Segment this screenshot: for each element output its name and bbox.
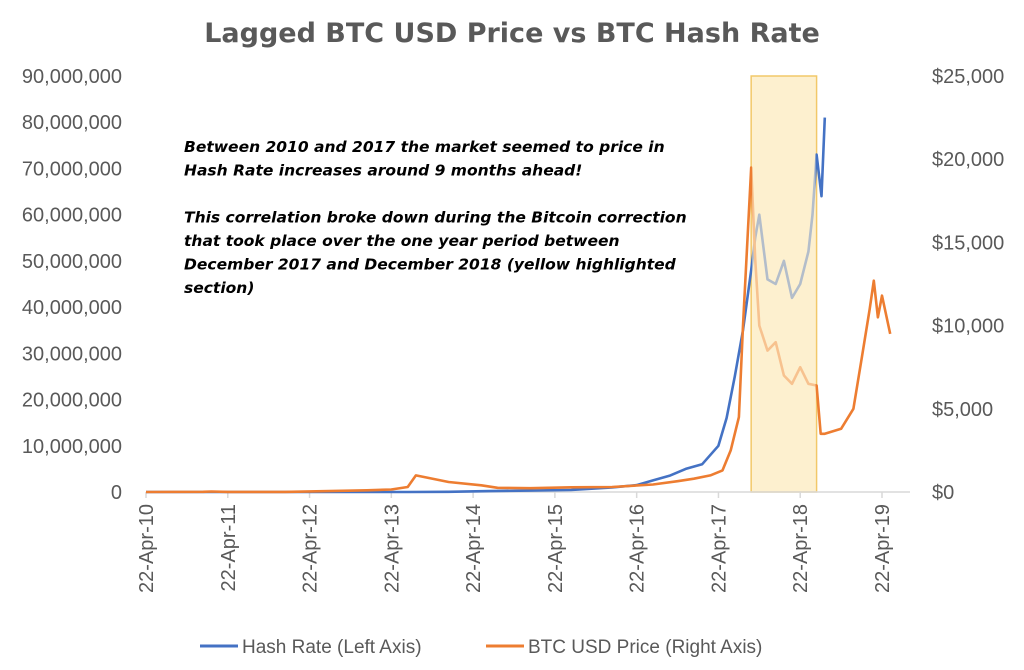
left-y-tick-label: 90,000,000	[22, 66, 122, 88]
right-y-tick-label: $25,000	[932, 66, 1004, 88]
annotation: Between 2010 and 2017 the market seemed …	[184, 138, 687, 297]
right-y-tick-label: $10,000	[932, 316, 1004, 338]
x-tick-label: 22-Apr-11	[218, 504, 240, 591]
left-y-tick-label: 60,000,000	[22, 205, 122, 227]
left-y-tick-label: 70,000,000	[22, 158, 122, 180]
x-tick-label: 22-Apr-19	[872, 504, 894, 593]
x-tick-label: 22-Apr-10	[136, 504, 158, 593]
right-y-tick-label: $20,000	[932, 149, 1004, 171]
right-y-tick-label: $0	[932, 482, 954, 504]
x-tick-label: 22-Apr-17	[708, 504, 730, 593]
x-tick-label: 22-Apr-13	[381, 504, 403, 593]
left-y-tick-label: 10,000,000	[22, 436, 122, 458]
legend-hash-rate-label: Hash Rate (Left Axis)	[242, 637, 422, 658]
x-tick-label: 22-Apr-18	[790, 504, 812, 593]
btc-price-line	[145, 166, 892, 494]
annotation-line: Between 2010 and 2017 the market seemed …	[184, 138, 665, 156]
annotation-line: section)	[184, 279, 254, 297]
x-tick-label: 22-Apr-14	[463, 504, 485, 593]
highlight-overlay	[752, 77, 816, 491]
left-y-tick-label: 50,000,000	[22, 251, 122, 273]
left-y-tick-label: 30,000,000	[22, 343, 122, 365]
legend-btc-price-label: BTC USD Price (Right Axis)	[528, 637, 762, 658]
legend: Hash Rate (Left Axis) BTC USD Price (Righ…	[200, 637, 762, 658]
x-tick-label: 22-Apr-12	[300, 504, 322, 593]
x-tick-label: 22-Apr-16	[627, 504, 649, 593]
chart-title: Lagged BTC USD Price vs BTC Hash Rate	[204, 18, 820, 49]
left-y-tick-label: 40,000,000	[22, 297, 122, 319]
x-tick-label: 22-Apr-15	[545, 504, 567, 593]
annotation-line: December 2017 and December 2018 (yellow …	[184, 256, 677, 274]
left-y-tick-label: 80,000,000	[22, 112, 122, 134]
left-y-tick-label: 20,000,000	[22, 390, 122, 412]
axis-layer: 0 10,000,000 20,000,000 30,000,000 40,000,00…	[22, 66, 1004, 593]
right-y-tick-label: $15,000	[932, 232, 1004, 254]
right-y-tick-label: $5,000	[932, 399, 993, 421]
left-y-tick-label: 0	[111, 482, 122, 504]
annotation-line: Hash Rate increases around 9 months ahea…	[184, 162, 582, 180]
annotation-line: that took place over the one year period…	[184, 232, 620, 250]
series-layer	[145, 77, 892, 494]
annotation-line: This correlation broke down during the B…	[184, 209, 687, 227]
